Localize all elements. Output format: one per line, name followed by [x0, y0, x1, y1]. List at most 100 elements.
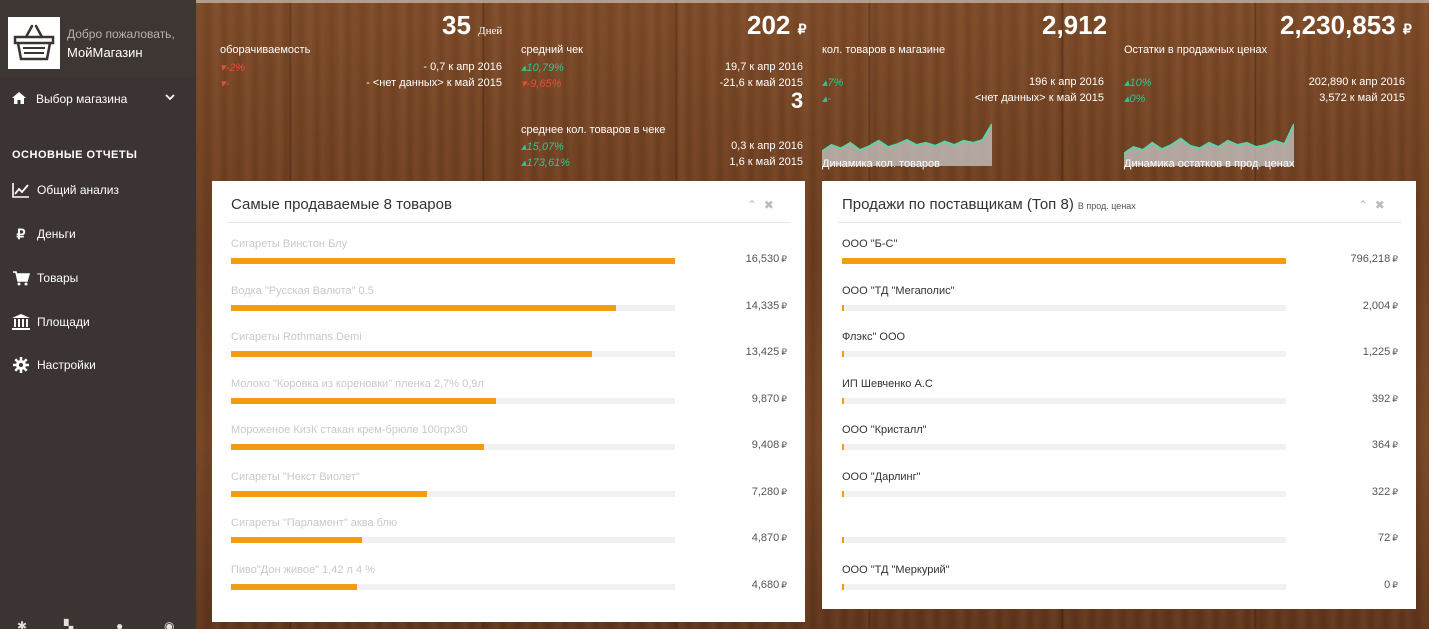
trend-down-icon: ▾ [220, 62, 226, 74]
bar-list-item[interactable]: ООО "Дарлинг" 322 ₽ [842, 471, 1398, 507]
sidebar-item-label: Площади [37, 315, 90, 329]
shop-logo[interactable] [8, 17, 60, 69]
bar-list-item[interactable]: Сигареты "Некст Виолет" 7,280 ₽ [231, 471, 787, 507]
top-border [196, 0, 1429, 3]
bar-track [842, 304, 1286, 311]
bar-list-item[interactable]: Сигареты Rothmans Demi 13,425 ₽ [231, 331, 787, 367]
bar-track [231, 537, 675, 543]
ruble-icon: ₽ [781, 486, 787, 497]
trend-up-icon: ▴ [1124, 77, 1130, 89]
bar-track [231, 397, 675, 404]
bar-fill [842, 258, 1286, 264]
bar-item-value: 72 ₽ [1378, 532, 1398, 544]
ruble-icon: ₽ [781, 440, 787, 450]
ruble-icon: ₽ [1392, 300, 1398, 311]
collapse-icon[interactable]: ⌃ [1358, 198, 1369, 212]
bar-item-value: 4,680 ₽ [751, 578, 787, 591]
store-select-label: Выбор магазина [36, 92, 128, 106]
bar-track [231, 351, 675, 357]
bar-item-label: Сигареты "Некст Виолет" [231, 470, 360, 483]
sidebar-item-label: Настройки [37, 358, 96, 372]
fullscreen-icon[interactable]: ▚ [64, 619, 74, 629]
bar-list-item[interactable]: ООО "ТД "Мегаполис" 2,004 ₽ [842, 285, 1398, 321]
bar-list-item[interactable]: Сигареты "Парламент" аква блю 4,870 ₽ [231, 517, 787, 553]
bar-item-label: Пиво"Дон живое" 1,42 л 4 % [231, 563, 375, 576]
ruble-icon: ₽ [1392, 440, 1398, 450]
bar-track [842, 537, 1286, 543]
ruble-icon: ₽ [1392, 254, 1398, 264]
kpi-delta-row: ▴10% 202,890 к апр 2016 [1124, 76, 1405, 89]
kpi-title: Остатки в продажных ценах [1124, 44, 1268, 56]
bar-list-item[interactable]: Мороженое КизК стакан крем-брюле 100грх3… [231, 424, 787, 460]
bar-item-value: 9,408 ₽ [751, 439, 787, 451]
kpi-delta-row: ▾-9,65% -21,6 к май 2015 [521, 77, 803, 90]
bar-fill [842, 537, 844, 543]
bar-item-label: Сигареты "Парламент" аква блю [231, 517, 398, 529]
panel-divider [227, 222, 790, 223]
store-select[interactable]: Выбор магазина [0, 86, 196, 112]
trend-up-icon: ▴ [1124, 93, 1130, 105]
bar-list-item[interactable]: Сигареты Винстон Блу 16,530 ₽ [231, 238, 787, 274]
kpi-delta-row: ▴7% 196 к апр 2016 [822, 76, 1104, 89]
panel-subtitle: В прод. ценах [1077, 201, 1136, 211]
sidebar-item-label: Товары [37, 271, 79, 285]
bar-list-item[interactable]: ООО "Б-С" 796,218 ₽ [842, 238, 1398, 274]
close-icon[interactable]: ✖ [763, 198, 774, 212]
kpi-value: 202 ₽ [747, 10, 807, 40]
power-icon[interactable]: ◉ [164, 619, 175, 629]
bar-track [842, 351, 1286, 357]
bar-track [231, 258, 675, 264]
ruble-icon: ₽ [781, 579, 787, 590]
sidebar-item-general-analysis[interactable]: Общий анализ [0, 176, 196, 204]
bar-list-item[interactable]: ООО "Кристалл" 364 ₽ [842, 424, 1398, 460]
sidebar-item-label: Общий анализ [37, 183, 120, 197]
sidebar-item-money[interactable]: ₽ Деньги [0, 220, 196, 248]
sidebar-item-settings[interactable]: Настройки [0, 351, 196, 379]
trend-up-icon: ▴ [822, 77, 828, 89]
close-icon[interactable]: ✖ [1374, 198, 1385, 212]
bar-item-value: 14,335 ₽ [745, 299, 787, 312]
welcome-text: Добро пожаловать, [67, 27, 175, 41]
bar-list-item[interactable]: Молоко "Коровка из кореновки" пленка 2,7… [231, 378, 787, 414]
bar-item-label: ООО "Кристалл" [842, 424, 927, 436]
bar-item-label: Молоко "Коровка из кореновки" пленка 2,7… [231, 377, 484, 390]
kpi-value: 35 Дней [442, 10, 503, 40]
bar-fill [842, 583, 844, 590]
bar-list-item[interactable]: Водка "Русская Валюта" 0.5 14,335 ₽ [231, 285, 787, 321]
bar-list-item[interactable]: Флэкс" ООО 1,225 ₽ [842, 331, 1398, 367]
bar-list-item[interactable]: ООО "ТД "Меркурий" 0 ₽ [842, 564, 1398, 600]
bar-track [231, 444, 675, 450]
sparkline-items [822, 123, 992, 166]
bar-item-value: 322 ₽ [1371, 485, 1398, 498]
bar-track [231, 304, 675, 311]
bar-track [842, 397, 1286, 404]
kpi-delta-row: ▴173,61% 1,6 к май 2015 [521, 156, 803, 169]
bar-item-label: Флэкс" ООО [842, 331, 906, 343]
bar-list-item[interactable]: 72 ₽ [842, 517, 1398, 553]
bar-item-label: ООО "Б-С" [842, 238, 898, 250]
bar-fill [231, 583, 357, 590]
gear-icon[interactable]: ✱ [17, 619, 28, 629]
bar-item-label: Мороженое КизК стакан крем-брюле 100грх3… [231, 424, 468, 436]
bar-fill [842, 397, 844, 404]
kpi-delta-row: ▴10,79% 19,7 к апр 2016 [521, 61, 803, 74]
bar-fill [842, 351, 844, 357]
sidebar-item-areas[interactable]: Площади [0, 308, 196, 336]
shopping-cart-icon [13, 271, 30, 286]
bar-fill [842, 304, 844, 311]
sidebar-item-goods[interactable]: Товары [0, 264, 196, 292]
bar-list-item[interactable]: Пиво"Дон живое" 1,42 л 4 % 4,680 ₽ [231, 564, 787, 600]
bar-track [842, 444, 1286, 450]
sparkline-caption: Динамика кол. товаров [822, 158, 941, 170]
bar-item-value: 796,218 ₽ [1350, 253, 1399, 265]
sidebar-item-label: Деньги [37, 227, 76, 241]
kpi-delta-row: ▴0% 3,572 к май 2015 [1124, 92, 1405, 105]
kpi-delta-row: ▾- - <нет данных> к май 2015 [220, 77, 502, 90]
lock-icon[interactable]: ● [116, 619, 124, 629]
trend-up-icon: ▴ [822, 93, 828, 105]
bar-list-item[interactable]: ИП Шевченко А.С 392 ₽ [842, 378, 1398, 414]
basket-icon [13, 24, 55, 61]
collapse-icon[interactable]: ⌃ [747, 198, 758, 212]
ruble-icon: ₽ [781, 393, 787, 404]
bar-item-value: 392 ₽ [1371, 392, 1398, 405]
